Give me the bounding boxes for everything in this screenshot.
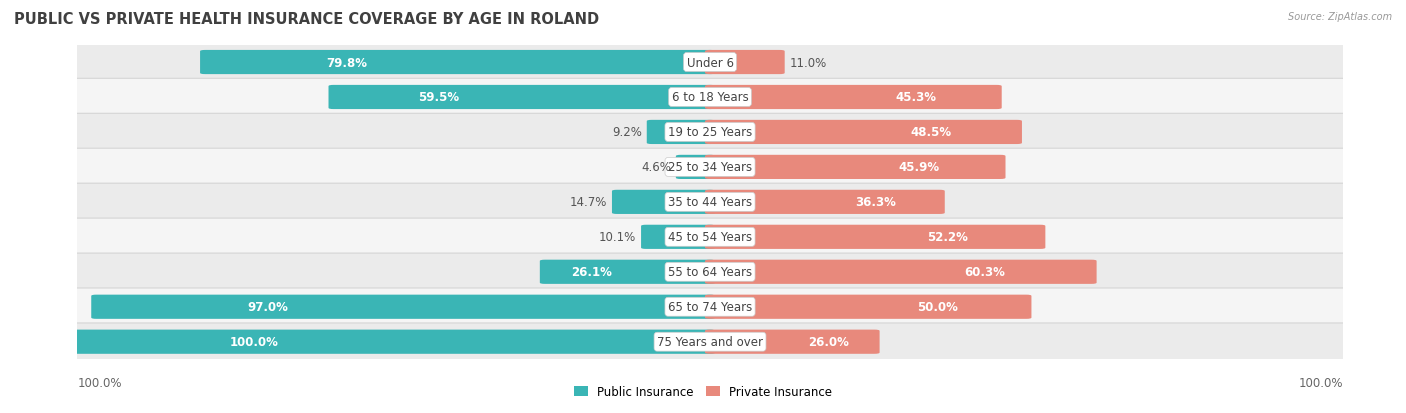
FancyBboxPatch shape: [704, 85, 1001, 110]
Text: 100.0%: 100.0%: [77, 376, 122, 389]
Text: 11.0%: 11.0%: [790, 57, 827, 69]
FancyBboxPatch shape: [647, 121, 716, 145]
FancyBboxPatch shape: [704, 155, 1005, 180]
FancyBboxPatch shape: [72, 330, 716, 354]
Text: 65 to 74 Years: 65 to 74 Years: [668, 301, 752, 313]
FancyBboxPatch shape: [676, 155, 716, 180]
Text: 19 to 25 Years: 19 to 25 Years: [668, 126, 752, 139]
Text: 75 Years and over: 75 Years and over: [657, 335, 763, 348]
Text: 48.5%: 48.5%: [911, 126, 952, 139]
FancyBboxPatch shape: [704, 295, 1032, 319]
FancyBboxPatch shape: [67, 114, 1353, 151]
Text: 50.0%: 50.0%: [917, 301, 959, 313]
Text: 4.6%: 4.6%: [641, 161, 671, 174]
FancyBboxPatch shape: [67, 288, 1353, 326]
Text: 45.9%: 45.9%: [898, 161, 939, 174]
Text: 52.2%: 52.2%: [928, 231, 969, 244]
Text: 25 to 34 Years: 25 to 34 Years: [668, 161, 752, 174]
Text: 100.0%: 100.0%: [1298, 376, 1343, 389]
FancyBboxPatch shape: [704, 121, 1022, 145]
FancyBboxPatch shape: [67, 79, 1353, 116]
Text: 35 to 44 Years: 35 to 44 Years: [668, 196, 752, 209]
Text: 45 to 54 Years: 45 to 54 Years: [668, 231, 752, 244]
FancyBboxPatch shape: [704, 260, 1097, 284]
FancyBboxPatch shape: [67, 323, 1353, 361]
Text: 97.0%: 97.0%: [247, 301, 288, 313]
FancyBboxPatch shape: [704, 330, 880, 354]
FancyBboxPatch shape: [329, 85, 716, 110]
Text: 10.1%: 10.1%: [599, 231, 636, 244]
FancyBboxPatch shape: [91, 295, 716, 319]
Text: 59.5%: 59.5%: [419, 91, 460, 104]
Text: 26.1%: 26.1%: [571, 266, 612, 279]
FancyBboxPatch shape: [67, 218, 1353, 256]
Text: 60.3%: 60.3%: [965, 266, 1005, 279]
FancyBboxPatch shape: [641, 225, 716, 249]
FancyBboxPatch shape: [704, 225, 1046, 249]
Text: 9.2%: 9.2%: [612, 126, 641, 139]
FancyBboxPatch shape: [540, 260, 716, 284]
FancyBboxPatch shape: [704, 51, 785, 75]
Text: 100.0%: 100.0%: [231, 335, 278, 348]
FancyBboxPatch shape: [67, 149, 1353, 186]
Text: Source: ZipAtlas.com: Source: ZipAtlas.com: [1288, 12, 1392, 22]
Text: 45.3%: 45.3%: [896, 91, 936, 104]
Text: 79.8%: 79.8%: [326, 57, 367, 69]
FancyBboxPatch shape: [67, 184, 1353, 221]
FancyBboxPatch shape: [612, 190, 716, 214]
FancyBboxPatch shape: [67, 254, 1353, 291]
FancyBboxPatch shape: [704, 190, 945, 214]
Text: PUBLIC VS PRIVATE HEALTH INSURANCE COVERAGE BY AGE IN ROLAND: PUBLIC VS PRIVATE HEALTH INSURANCE COVER…: [14, 12, 599, 27]
FancyBboxPatch shape: [200, 51, 716, 75]
Text: 26.0%: 26.0%: [808, 335, 849, 348]
Text: 36.3%: 36.3%: [855, 196, 896, 209]
Text: 14.7%: 14.7%: [569, 196, 607, 209]
Text: 6 to 18 Years: 6 to 18 Years: [672, 91, 748, 104]
Text: 55 to 64 Years: 55 to 64 Years: [668, 266, 752, 279]
Legend: Public Insurance, Private Insurance: Public Insurance, Private Insurance: [569, 381, 837, 403]
FancyBboxPatch shape: [67, 44, 1353, 81]
Text: Under 6: Under 6: [686, 57, 734, 69]
